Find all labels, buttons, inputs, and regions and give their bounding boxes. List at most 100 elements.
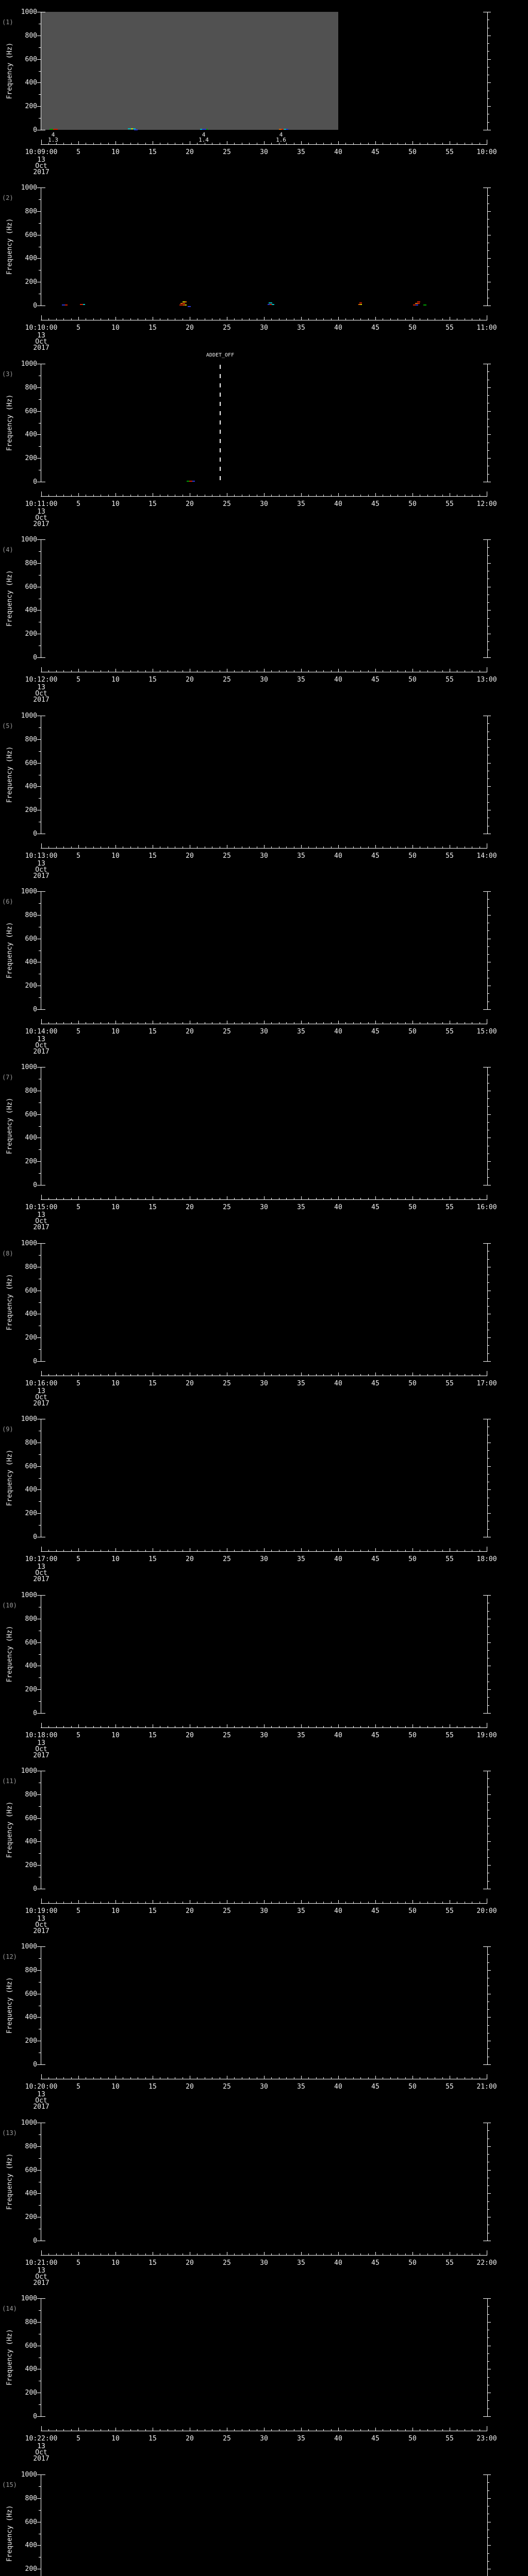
y-axis-tick-label: 0 bbox=[33, 654, 37, 662]
x-axis-tick-label: 25 bbox=[223, 1028, 231, 1036]
x-axis-tick bbox=[234, 495, 235, 496]
x-axis-tick bbox=[368, 1726, 369, 1727]
x-axis-tick bbox=[308, 495, 309, 496]
right-axis-corner bbox=[483, 2064, 487, 2065]
x-axis-tick bbox=[286, 846, 287, 848]
x-axis-tick bbox=[412, 845, 413, 848]
x-axis-tick bbox=[360, 2253, 361, 2255]
y-axis-tick bbox=[39, 71, 41, 72]
x-axis-tick bbox=[41, 2250, 42, 2255]
right-axis-tick bbox=[488, 1243, 491, 1244]
y-axis-tick-label: 400 bbox=[25, 431, 37, 438]
y-axis-corner bbox=[41, 1946, 45, 1947]
x-axis-tick bbox=[427, 846, 428, 848]
x-axis-tick-label: 35 bbox=[297, 852, 305, 860]
y-axis-tick bbox=[37, 106, 41, 107]
right-axis-tick bbox=[488, 2306, 489, 2307]
x-axis-tick bbox=[271, 1198, 272, 1199]
y-axis-tick bbox=[37, 1970, 41, 1971]
right-axis-tick bbox=[488, 1345, 489, 1346]
x-axis-tick bbox=[108, 2253, 109, 2255]
x-axis-tick bbox=[71, 495, 72, 496]
y-axis-tick-label: 400 bbox=[25, 783, 37, 790]
x-axis-tick bbox=[323, 1374, 324, 1376]
date-label: 13 bbox=[37, 1563, 45, 1571]
x-axis-tick-label: 50 bbox=[408, 1555, 417, 1563]
right-axis-tick bbox=[488, 387, 491, 388]
spectrogram-panel: (14) Frequency (Hz) 0 200 400 600 800 1000 5 10 15… bbox=[0, 2286, 528, 2463]
x-axis-tick-label: 40 bbox=[334, 148, 342, 156]
x-axis-tick bbox=[308, 1374, 309, 1376]
event-blip bbox=[418, 303, 420, 304]
right-axis-tick bbox=[488, 1322, 489, 1323]
date-label: Oct bbox=[35, 162, 47, 170]
y-axis-tick-label: 1000 bbox=[21, 2119, 37, 2127]
x-axis-tick bbox=[427, 2077, 428, 2079]
event-blip bbox=[202, 129, 206, 130]
x-axis-tick bbox=[442, 2077, 443, 2079]
x-axis-tick bbox=[249, 318, 250, 320]
x-axis-tick-label: 15 bbox=[148, 1204, 157, 1211]
x-axis-tick bbox=[338, 845, 339, 848]
x-axis-tick bbox=[130, 1902, 131, 1903]
x-axis-tick bbox=[368, 670, 369, 672]
y-axis-tick bbox=[37, 739, 41, 740]
x-axis-tick bbox=[316, 2429, 317, 2431]
x-axis-tick bbox=[345, 670, 346, 672]
x-axis-tick bbox=[405, 670, 406, 672]
x-axis-tick bbox=[56, 1022, 57, 1024]
x-axis-tick bbox=[427, 2429, 428, 2431]
spectrogram-panel: (12) Frequency (Hz) 0 200 400 600 800 1000 5 10 15… bbox=[0, 1935, 528, 2111]
x-axis-tick bbox=[271, 1022, 272, 1024]
date-label: 13 bbox=[37, 1387, 45, 1395]
x-axis-tick-label: 50 bbox=[408, 2083, 417, 2091]
x-axis-tick-label: 20 bbox=[186, 2083, 194, 2091]
y-axis-tick bbox=[37, 1946, 41, 1947]
event-blip bbox=[269, 302, 272, 303]
x-axis-end-time-label: 18:00 bbox=[476, 1555, 497, 1563]
y-axis-tick bbox=[39, 551, 41, 552]
x-axis-end-time-label: 20:00 bbox=[476, 1907, 497, 1915]
right-axis-tick bbox=[488, 1634, 489, 1635]
x-axis-tick bbox=[316, 1198, 317, 1199]
right-axis-tick bbox=[488, 2185, 489, 2186]
x-axis-tick-label: 35 bbox=[297, 2435, 305, 2443]
x-axis-start-time-label: 10:21:00 bbox=[25, 2259, 58, 2267]
right-axis-tick bbox=[488, 723, 489, 724]
right-axis-tick bbox=[488, 1505, 489, 1506]
x-axis-tick bbox=[427, 1022, 428, 1024]
x-axis-tick bbox=[78, 2428, 79, 2431]
y-axis-tick bbox=[39, 1806, 41, 1807]
x-axis-tick bbox=[271, 1726, 272, 1727]
x-axis-tick bbox=[323, 1022, 324, 1024]
x-axis-tick bbox=[63, 495, 64, 496]
y-axis-tick-label: 0 bbox=[33, 1709, 37, 1717]
x-axis-tick-label: 30 bbox=[260, 2435, 268, 2443]
x-axis-tick bbox=[308, 1550, 309, 1551]
y-axis-tick-label: 800 bbox=[25, 2143, 37, 2150]
right-axis-corner bbox=[483, 2298, 487, 2299]
date-label: 2017 bbox=[33, 1927, 50, 1935]
x-axis-tick bbox=[375, 2076, 376, 2079]
y-axis-tick bbox=[39, 2205, 41, 2206]
x-axis-tick bbox=[405, 318, 406, 320]
x-axis-tick bbox=[286, 1550, 287, 1551]
right-axis-tick bbox=[488, 891, 491, 892]
x-axis-tick bbox=[405, 2429, 406, 2431]
x-axis-tick bbox=[41, 1371, 42, 1376]
y-axis-tick-label: 200 bbox=[25, 1686, 37, 1693]
x-axis-tick-label: 35 bbox=[297, 1380, 305, 1387]
x-axis-tick bbox=[375, 493, 376, 496]
right-axis-tick bbox=[488, 954, 489, 955]
x-axis-tick bbox=[145, 2077, 146, 2079]
event-blip bbox=[358, 304, 360, 305]
x-axis-tick-label: 35 bbox=[297, 2259, 305, 2267]
x-axis-tick bbox=[108, 318, 109, 320]
y-axis-tick bbox=[37, 1466, 41, 1467]
x-axis-tick bbox=[345, 1902, 346, 1903]
x-axis-tick-label: 40 bbox=[334, 2435, 342, 2443]
x-axis-tick bbox=[375, 2428, 376, 2431]
y-axis-tick-label: 800 bbox=[25, 208, 37, 215]
date-label: 2017 bbox=[33, 1575, 50, 1583]
x-axis-tick-label: 10 bbox=[111, 676, 120, 684]
